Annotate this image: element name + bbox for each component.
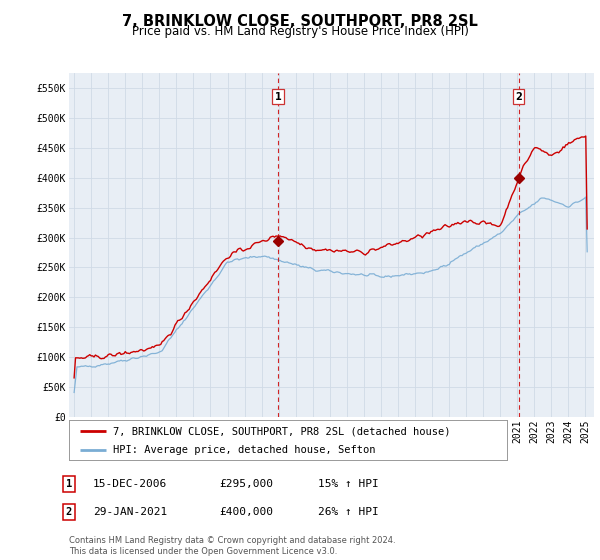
Text: 26% ↑ HPI: 26% ↑ HPI	[318, 507, 379, 517]
Text: 1: 1	[275, 92, 281, 102]
Text: Price paid vs. HM Land Registry's House Price Index (HPI): Price paid vs. HM Land Registry's House …	[131, 25, 469, 38]
Text: 1: 1	[66, 479, 72, 489]
Text: 7, BRINKLOW CLOSE, SOUTHPORT, PR8 2SL: 7, BRINKLOW CLOSE, SOUTHPORT, PR8 2SL	[122, 14, 478, 29]
Text: £295,000: £295,000	[219, 479, 273, 489]
Text: 2: 2	[66, 507, 72, 517]
Text: 7, BRINKLOW CLOSE, SOUTHPORT, PR8 2SL (detached house): 7, BRINKLOW CLOSE, SOUTHPORT, PR8 2SL (d…	[113, 426, 450, 436]
Text: £400,000: £400,000	[219, 507, 273, 517]
Text: 15% ↑ HPI: 15% ↑ HPI	[318, 479, 379, 489]
Text: HPI: Average price, detached house, Sefton: HPI: Average price, detached house, Seft…	[113, 445, 376, 455]
Text: 29-JAN-2021: 29-JAN-2021	[93, 507, 167, 517]
Text: 2: 2	[515, 92, 522, 102]
Text: Contains HM Land Registry data © Crown copyright and database right 2024.
This d: Contains HM Land Registry data © Crown c…	[69, 536, 395, 556]
Text: 15-DEC-2006: 15-DEC-2006	[93, 479, 167, 489]
